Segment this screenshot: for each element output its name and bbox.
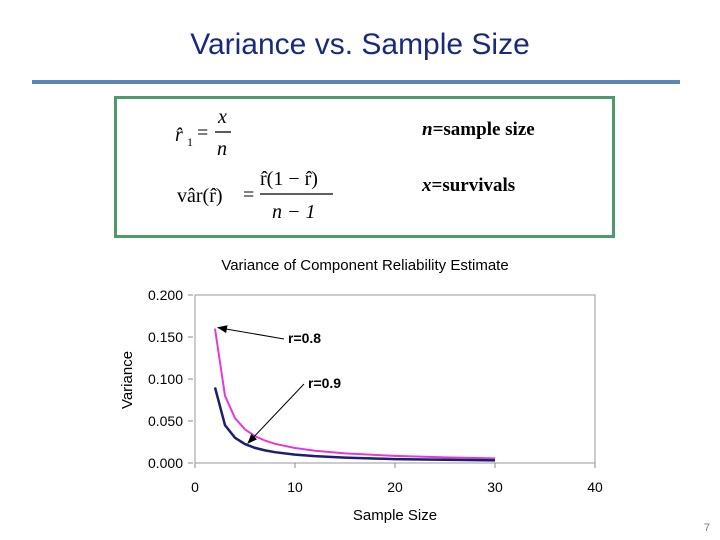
x-tick-label: 40 — [587, 479, 603, 495]
y-tick-label: 0.200 — [148, 287, 183, 303]
definition-n-text: =sample size — [432, 119, 535, 140]
definition-n-symbol: n — [422, 119, 433, 140]
y-tick-label: 0.150 — [148, 329, 183, 345]
definition-x-text: =survivals — [431, 175, 516, 196]
y-tick-label: 0.050 — [148, 413, 183, 429]
x-tick-label: 0 — [191, 479, 199, 495]
estimator-denominator: n — [217, 138, 227, 160]
x-tick-label: 20 — [387, 479, 403, 495]
slide-title: Variance vs. Sample Size — [190, 28, 530, 61]
estimator-lhs: r̂ — [175, 124, 183, 146]
annotation-label: r=0.8 — [288, 330, 321, 346]
definition-x: x=survivals — [422, 175, 515, 197]
series-line-r-0-8 — [214, 328, 496, 460]
variance-lhs: vâr(r̂) — [177, 185, 223, 207]
chart-title: Variance of Component Reliability Estima… — [221, 257, 508, 274]
annotation-arrow — [247, 383, 305, 444]
y-tick-label: 0.000 — [148, 455, 183, 471]
title-underline — [32, 80, 680, 84]
variance-denominator: n − 1 — [272, 201, 316, 223]
y-tick-label: 0.100 — [148, 371, 183, 387]
y-axis-label: Variance — [119, 351, 136, 409]
variance-equals: = — [243, 184, 254, 206]
series-line-r-0-9 — [213, 387, 496, 462]
x-tick-label: 30 — [487, 479, 503, 495]
definition-n: n=sample size — [422, 119, 535, 141]
formula-graphic: r̂ 1 = x n vâr(r̂) = r̂(1 − r̂) n − 1 — [175, 106, 333, 223]
annotation-arrow — [217, 325, 285, 340]
formula-box: r̂ 1 = x n vâr(r̂) = r̂(1 − r̂) n − 1 n=… — [114, 96, 615, 238]
estimator-subscript: 1 — [187, 135, 193, 149]
plot-area — [194, 294, 596, 464]
x-axis-label: Sample Size — [353, 507, 437, 524]
page-number: 7 — [703, 522, 710, 534]
estimator-equals: = — [197, 122, 208, 144]
estimator-numerator: x — [217, 106, 227, 128]
variance-numerator: r̂(1 − r̂) — [260, 168, 318, 190]
x-tick-label: 10 — [287, 479, 303, 495]
definition-x-symbol: x — [422, 175, 432, 196]
annotation-label: r=0.9 — [308, 375, 341, 391]
